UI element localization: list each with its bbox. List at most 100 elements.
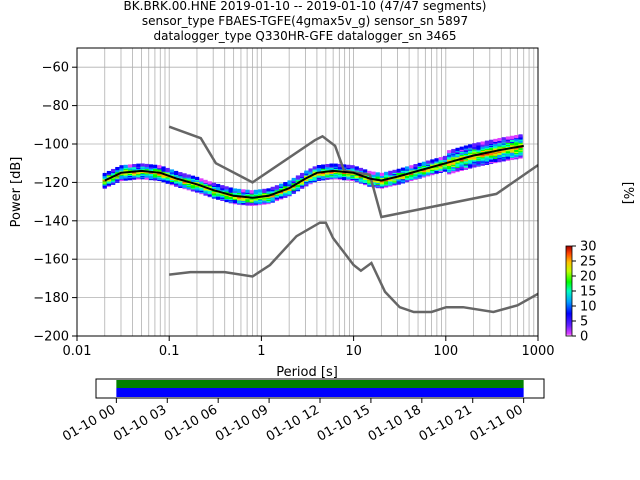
density-cell bbox=[379, 172, 385, 176]
title-line-2: sensor_type FBAES-TGFE(4gmax5v_g) sensor… bbox=[142, 14, 468, 28]
density-cell bbox=[115, 166, 120, 171]
density-cell bbox=[480, 141, 485, 145]
density-cell bbox=[190, 175, 196, 179]
density-cell bbox=[211, 182, 217, 186]
density-cell bbox=[392, 169, 397, 174]
density-cell bbox=[258, 189, 263, 193]
density-cell bbox=[476, 142, 481, 146]
density-cell bbox=[295, 175, 301, 179]
noise-models bbox=[168, 125, 538, 314]
density-cell bbox=[434, 158, 439, 162]
density-cell bbox=[132, 164, 137, 168]
timeline-tick-label: 01-10 09 bbox=[213, 402, 271, 444]
timeline-tick-label: 01-10 06 bbox=[162, 402, 220, 444]
y-tick-label: −140 bbox=[33, 214, 69, 229]
density-cell bbox=[371, 171, 376, 175]
x-tick-label: 1000 bbox=[521, 344, 554, 359]
y-axis: −60 −80 −100 −120 −140 −160 −180 −200 bbox=[33, 61, 77, 345]
timeline-tick-label: 01-10 00 bbox=[60, 402, 118, 444]
y-tick-label: −120 bbox=[33, 176, 69, 191]
density-cell bbox=[216, 183, 221, 188]
density-cell bbox=[127, 164, 133, 168]
chart-title: BK.BRK.00.HNE 2019-01-10 -- 2019-01-10 (… bbox=[124, 0, 487, 43]
title-line-1: BK.BRK.00.HNE 2019-01-10 -- 2019-01-10 (… bbox=[124, 0, 487, 13]
density-cell bbox=[111, 168, 116, 173]
density-cell bbox=[228, 187, 233, 191]
density-cell bbox=[384, 171, 389, 175]
density-cell bbox=[316, 165, 322, 169]
colorbar-tick-label: 30 bbox=[580, 240, 597, 255]
density-cell bbox=[237, 188, 242, 193]
density-cell bbox=[497, 137, 502, 142]
density-cell bbox=[165, 167, 170, 172]
colorbar-tick-label: 20 bbox=[580, 270, 597, 285]
density-cell bbox=[342, 164, 347, 168]
density-cell bbox=[144, 163, 149, 168]
colorbar-tick-label: 10 bbox=[580, 300, 597, 315]
colorbar-tick-label: 25 bbox=[580, 255, 597, 270]
density-cell bbox=[375, 172, 380, 176]
plot-background bbox=[77, 48, 538, 336]
density-cell bbox=[337, 163, 343, 168]
timeline-bar-available bbox=[116, 380, 524, 388]
density-cell bbox=[119, 165, 124, 169]
density-cell bbox=[283, 182, 288, 186]
density-cell bbox=[430, 159, 435, 163]
density-cell bbox=[417, 162, 422, 167]
colorbar-tick-label: 15 bbox=[580, 285, 597, 300]
mean-psd-line bbox=[104, 144, 524, 199]
density-cell bbox=[136, 163, 141, 167]
density-cell bbox=[241, 189, 246, 193]
density-cell bbox=[262, 188, 267, 193]
y-tick-label: −200 bbox=[33, 330, 69, 345]
density-cell bbox=[493, 138, 498, 143]
x-tick-label: 1 bbox=[257, 344, 265, 359]
density-cell bbox=[291, 177, 296, 182]
density-cell bbox=[153, 164, 158, 168]
colorbar-tick-label: 0 bbox=[580, 330, 588, 345]
density-cell bbox=[266, 188, 271, 192]
density-cell bbox=[505, 136, 511, 140]
density-cell bbox=[396, 168, 401, 172]
density-cell bbox=[249, 190, 254, 194]
density-cell bbox=[489, 139, 494, 143]
density-cell bbox=[413, 164, 418, 168]
timeline-tick-label: 01-10 15 bbox=[315, 402, 373, 444]
noise-model-high-line bbox=[168, 125, 538, 219]
timeline-tick-label: 01-10 18 bbox=[366, 402, 424, 444]
density-cell bbox=[123, 164, 128, 169]
density-cell bbox=[409, 165, 414, 169]
density-cell bbox=[514, 135, 519, 139]
density-cell bbox=[442, 155, 448, 160]
density-cell bbox=[148, 164, 154, 168]
density-cell bbox=[358, 167, 364, 172]
colorbar-gradient bbox=[565, 245, 573, 337]
density-cell bbox=[186, 174, 191, 178]
y-tick-label: −80 bbox=[42, 99, 69, 114]
x-tick-label: 0.01 bbox=[63, 344, 92, 359]
x-tick-label: 100 bbox=[433, 344, 458, 359]
density-cell bbox=[350, 165, 355, 169]
density-cell bbox=[400, 167, 406, 171]
density-cell bbox=[157, 165, 162, 169]
density-cell bbox=[207, 181, 212, 185]
y-tick-label: −60 bbox=[42, 61, 69, 76]
density-cell bbox=[468, 144, 473, 148]
title-line-3: datalogger_type Q330HR-GFE datalogger_sn… bbox=[154, 29, 457, 43]
colorbar-tick-label: 5 bbox=[580, 315, 588, 330]
density-cell bbox=[169, 169, 175, 173]
density-cell bbox=[312, 166, 317, 170]
y-axis-label: Power [dB] bbox=[9, 157, 24, 228]
density-cell bbox=[300, 172, 305, 177]
density-cell bbox=[253, 189, 259, 193]
timeline-bar-used bbox=[116, 388, 524, 397]
x-tick-label: 0.1 bbox=[159, 344, 180, 359]
timeline-tick-label: 01-10 21 bbox=[417, 402, 475, 444]
y-tick-label: −100 bbox=[33, 138, 69, 153]
x-tick-label: 10 bbox=[345, 344, 362, 359]
timeline-tick-label: 01-10 03 bbox=[111, 402, 169, 444]
density-cell bbox=[329, 163, 334, 167]
density-cell bbox=[447, 150, 452, 154]
density-cell bbox=[518, 134, 523, 138]
